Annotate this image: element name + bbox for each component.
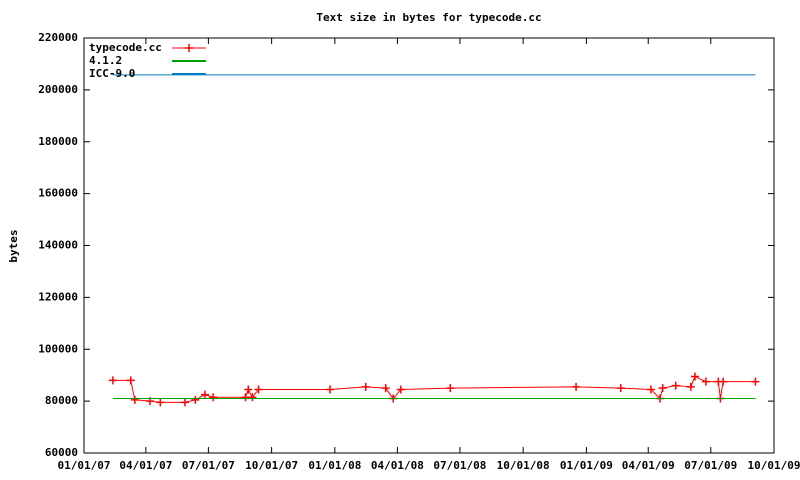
- x-tick-label: 01/01/08: [308, 459, 361, 472]
- point-marker: [686, 382, 695, 391]
- point-marker: [671, 381, 680, 390]
- point-marker: [646, 385, 655, 394]
- legend-label: typecode.cc: [89, 41, 162, 54]
- point-marker: [181, 398, 190, 407]
- point-marker: [241, 393, 250, 402]
- point-marker: [326, 385, 335, 394]
- point-marker: [254, 385, 263, 394]
- point-marker: [361, 382, 370, 391]
- point-marker: [751, 377, 760, 386]
- point-marker: [572, 382, 581, 391]
- x-tick-label: 04/01/09: [622, 459, 675, 472]
- point-marker: [719, 377, 728, 386]
- point-marker: [244, 385, 253, 394]
- y-tick-label: 160000: [38, 187, 78, 200]
- x-tick-label: 07/01/07: [182, 459, 235, 472]
- point-marker: [701, 377, 710, 386]
- chart-title: Text size in bytes for typecode.cc: [316, 11, 541, 24]
- y-tick-label: 220000: [38, 31, 78, 44]
- point-marker: [616, 384, 625, 393]
- x-tick-label: 01/01/09: [560, 459, 613, 472]
- point-marker: [126, 376, 135, 385]
- x-tick-label: 01/01/07: [58, 459, 111, 472]
- x-tick-label: 10/01/07: [245, 459, 298, 472]
- x-tick-label: 04/01/08: [371, 459, 424, 472]
- x-tick-label: 10/01/08: [497, 459, 550, 472]
- legend-label: 4.1.2: [89, 54, 122, 67]
- legend-label: ICC-9.0: [89, 67, 135, 80]
- point-marker: [446, 384, 455, 393]
- plot-frame: [83, 37, 775, 454]
- point-marker: [381, 384, 390, 393]
- y-tick-label: 100000: [38, 342, 78, 355]
- y-tick-label: 140000: [38, 239, 78, 252]
- x-tick-label: 10/01/09: [748, 459, 800, 472]
- x-tick-label: 04/01/07: [119, 459, 172, 472]
- y-axis-label: bytes: [7, 229, 20, 262]
- point-marker: [209, 393, 218, 402]
- point-marker: [191, 395, 200, 404]
- point-marker: [658, 384, 667, 393]
- point-marker: [156, 398, 165, 407]
- y-tick-label: 120000: [38, 290, 78, 303]
- y-tick-label: 200000: [38, 83, 78, 96]
- point-marker: [130, 395, 139, 404]
- point-marker: [248, 393, 257, 402]
- x-tick-label: 07/01/09: [684, 459, 737, 472]
- point-marker: [200, 390, 209, 399]
- x-tick-label: 07/01/08: [433, 459, 486, 472]
- y-tick-label: 60000: [45, 446, 78, 459]
- point-marker: [396, 385, 405, 394]
- y-tick-label: 80000: [45, 394, 78, 407]
- point-marker: [108, 376, 117, 385]
- legend-marker: [185, 44, 193, 52]
- point-marker: [690, 372, 699, 381]
- y-tick-label: 180000: [38, 135, 78, 148]
